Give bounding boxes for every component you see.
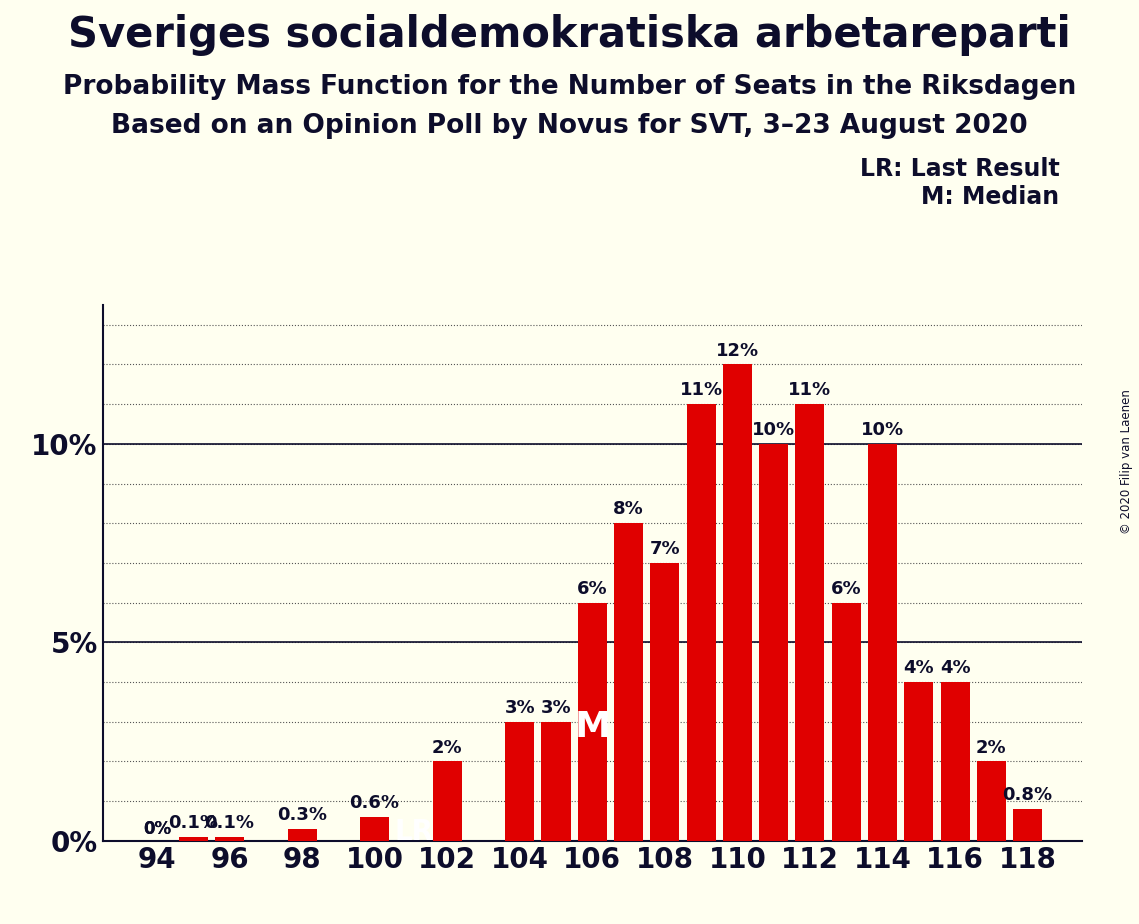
Text: 0%: 0%	[142, 820, 171, 838]
Text: 11%: 11%	[788, 382, 831, 399]
Bar	[179, 837, 207, 841]
Text: 11%: 11%	[680, 382, 722, 399]
Text: 0.3%: 0.3%	[277, 806, 327, 824]
Text: M: M	[574, 710, 611, 744]
Text: 10%: 10%	[861, 421, 904, 439]
Text: 3%: 3%	[505, 699, 535, 717]
Text: 6%: 6%	[831, 580, 861, 598]
Bar	[904, 682, 933, 841]
Bar	[795, 404, 825, 841]
Bar	[614, 523, 644, 841]
Text: 0.6%: 0.6%	[350, 795, 400, 812]
Text: © 2020 Filip van Laenen: © 2020 Filip van Laenen	[1121, 390, 1133, 534]
Text: Sveriges socialdemokratiska arbetareparti: Sveriges socialdemokratiska arbetarepart…	[68, 14, 1071, 55]
Bar	[433, 761, 461, 841]
Text: 4%: 4%	[940, 660, 970, 677]
Text: 10%: 10%	[752, 421, 795, 439]
Text: 3%: 3%	[541, 699, 572, 717]
Text: 7%: 7%	[649, 541, 680, 558]
Bar	[506, 722, 534, 841]
Bar	[977, 761, 1006, 841]
Bar	[868, 444, 898, 841]
Text: Probability Mass Function for the Number of Seats in the Riksdagen: Probability Mass Function for the Number…	[63, 74, 1076, 100]
Bar	[687, 404, 715, 841]
Bar	[541, 722, 571, 841]
Bar	[831, 602, 861, 841]
Text: 4%: 4%	[903, 660, 934, 677]
Text: LR: Last Result: LR: Last Result	[860, 157, 1059, 181]
Text: 0%: 0%	[142, 820, 171, 838]
Text: 2%: 2%	[432, 738, 462, 757]
Bar	[723, 364, 752, 841]
Text: 12%: 12%	[715, 342, 759, 359]
Text: 0.1%: 0.1%	[205, 814, 254, 833]
Text: 8%: 8%	[613, 501, 644, 518]
Bar	[287, 829, 317, 841]
Bar	[215, 837, 244, 841]
Bar	[577, 602, 607, 841]
Bar	[941, 682, 969, 841]
Text: LR: LR	[394, 818, 434, 845]
Text: M: Median: M: Median	[921, 185, 1059, 209]
Bar	[360, 817, 390, 841]
Text: 2%: 2%	[976, 738, 1007, 757]
Text: 0.1%: 0.1%	[169, 814, 219, 833]
Bar	[1013, 809, 1042, 841]
Text: 6%: 6%	[577, 580, 607, 598]
Bar	[760, 444, 788, 841]
Text: Based on an Opinion Poll by Novus for SVT, 3–23 August 2020: Based on an Opinion Poll by Novus for SV…	[112, 113, 1027, 139]
Bar	[650, 563, 679, 841]
Text: 0.8%: 0.8%	[1002, 786, 1052, 804]
